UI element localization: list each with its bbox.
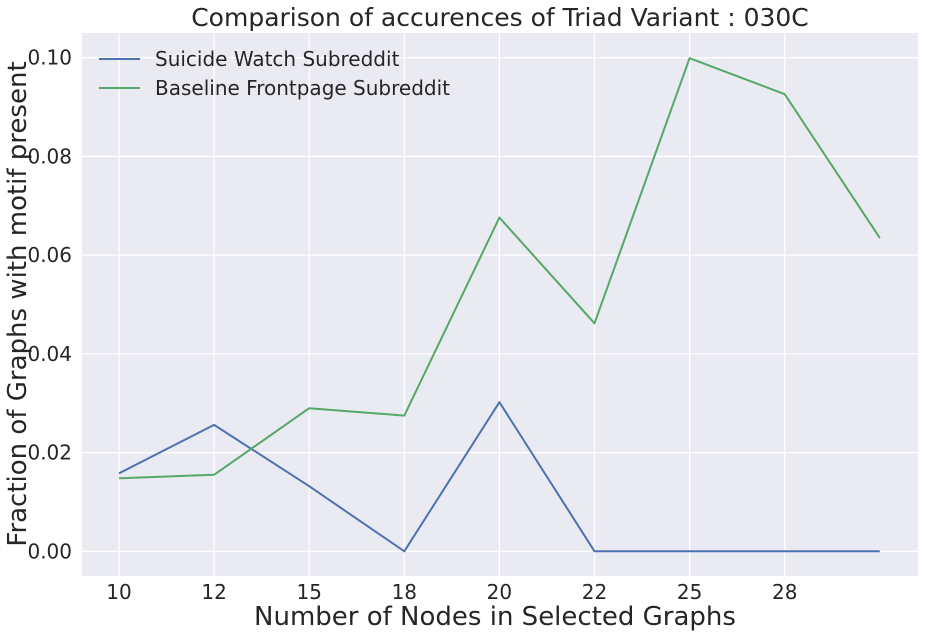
x-tick-label: 28 <box>772 580 797 604</box>
y-tick-label: 0.10 <box>27 46 72 70</box>
x-tick-label: 22 <box>582 580 607 604</box>
x-tick-label: 25 <box>677 580 702 604</box>
x-tick-label: 20 <box>487 580 512 604</box>
legend-label-suicide-watch: Suicide Watch Subreddit <box>155 47 400 71</box>
y-tick-labels: 0.00 0.02 0.04 0.06 0.08 0.10 <box>27 46 72 564</box>
y-tick-label: 0.08 <box>27 144 72 168</box>
y-axis-label: Fraction of Graphs with motif present <box>3 61 33 546</box>
y-tick-label: 0.04 <box>27 342 72 366</box>
y-tick-label: 0.02 <box>27 441 72 465</box>
x-tick-label: 10 <box>106 580 131 604</box>
legend: Suicide Watch Subreddit Baseline Frontpa… <box>99 47 450 100</box>
y-tick-label: 0.06 <box>27 243 72 267</box>
grid-lines <box>82 33 918 576</box>
x-tick-labels: 10 12 15 18 20 22 25 28 <box>106 580 797 604</box>
x-tick-label: 15 <box>296 580 321 604</box>
x-axis-label: Number of Nodes in Selected Graphs <box>254 602 736 632</box>
series-lines <box>118 57 881 553</box>
chart-title: Comparison of accurences of Triad Varian… <box>191 3 809 32</box>
y-tick-label: 0.00 <box>27 539 72 563</box>
x-tick-label: 18 <box>392 580 417 604</box>
series-line-suicide-watch <box>118 401 880 553</box>
series-line-baseline-frontpage <box>118 57 881 480</box>
legend-label-baseline-frontpage: Baseline Frontpage Subreddit <box>155 76 450 100</box>
x-tick-label: 12 <box>201 580 226 604</box>
